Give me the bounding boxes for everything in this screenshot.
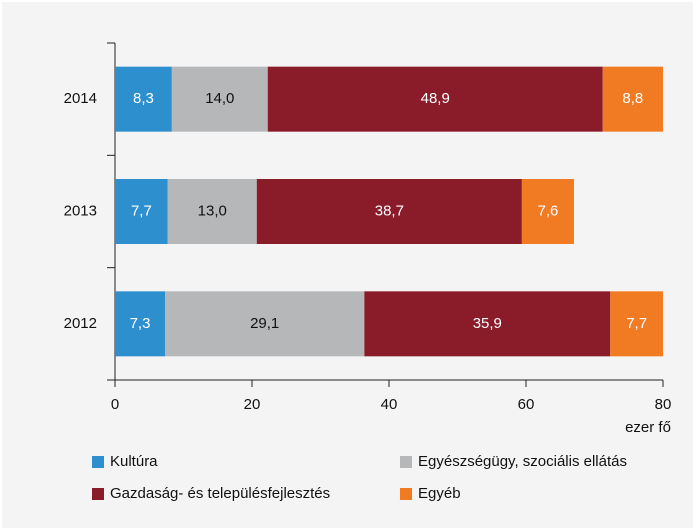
bar-segment (167, 179, 257, 244)
bar-segment (267, 66, 603, 132)
x-axis-label: ezer fő (625, 419, 671, 436)
legend-swatch (400, 456, 412, 468)
data-label: 48,9 (421, 90, 450, 107)
bar-segment (602, 66, 663, 132)
y-tick-label: 2014 (64, 90, 97, 107)
legend-label: Egyészségügy, szociális ellátás (418, 453, 627, 470)
data-label: 7,6 (537, 202, 558, 219)
bar-segment (115, 291, 166, 357)
data-label: 7,3 (130, 315, 151, 332)
data-label: 8,3 (133, 90, 154, 107)
x-tick-label: 80 (655, 396, 672, 413)
data-label: 8,8 (622, 90, 643, 107)
legend-swatch (400, 488, 412, 500)
y-tick-label: 2013 (64, 202, 97, 219)
bar-segment (256, 179, 522, 244)
y-tick-label: 2012 (64, 315, 97, 332)
data-label: 7,7 (626, 315, 647, 332)
legend-swatch (92, 488, 104, 500)
x-tick-label: 40 (381, 396, 398, 413)
legend-label: Kultúra (110, 453, 158, 470)
data-label: 13,0 (198, 202, 227, 219)
x-tick-label: 20 (244, 396, 261, 413)
data-label: 7,7 (131, 202, 152, 219)
data-label: 29,1 (250, 315, 279, 332)
bar-segment (364, 291, 611, 357)
data-label: 38,7 (375, 202, 404, 219)
data-label: 35,9 (473, 315, 502, 332)
bar-segment (521, 179, 574, 244)
bar-segment (610, 291, 663, 357)
legend-label: Gazdaság- és településfejlesztés (110, 485, 330, 502)
bar-segment (115, 66, 172, 132)
legend-swatch (92, 456, 104, 468)
bar-segment (171, 66, 268, 132)
legend-label: Egyéb (418, 485, 461, 502)
bar-segment (165, 291, 365, 357)
bar-segment (115, 179, 168, 244)
x-tick-label: 0 (111, 396, 119, 413)
data-label: 14,0 (205, 90, 234, 107)
x-tick-label: 60 (518, 396, 535, 413)
